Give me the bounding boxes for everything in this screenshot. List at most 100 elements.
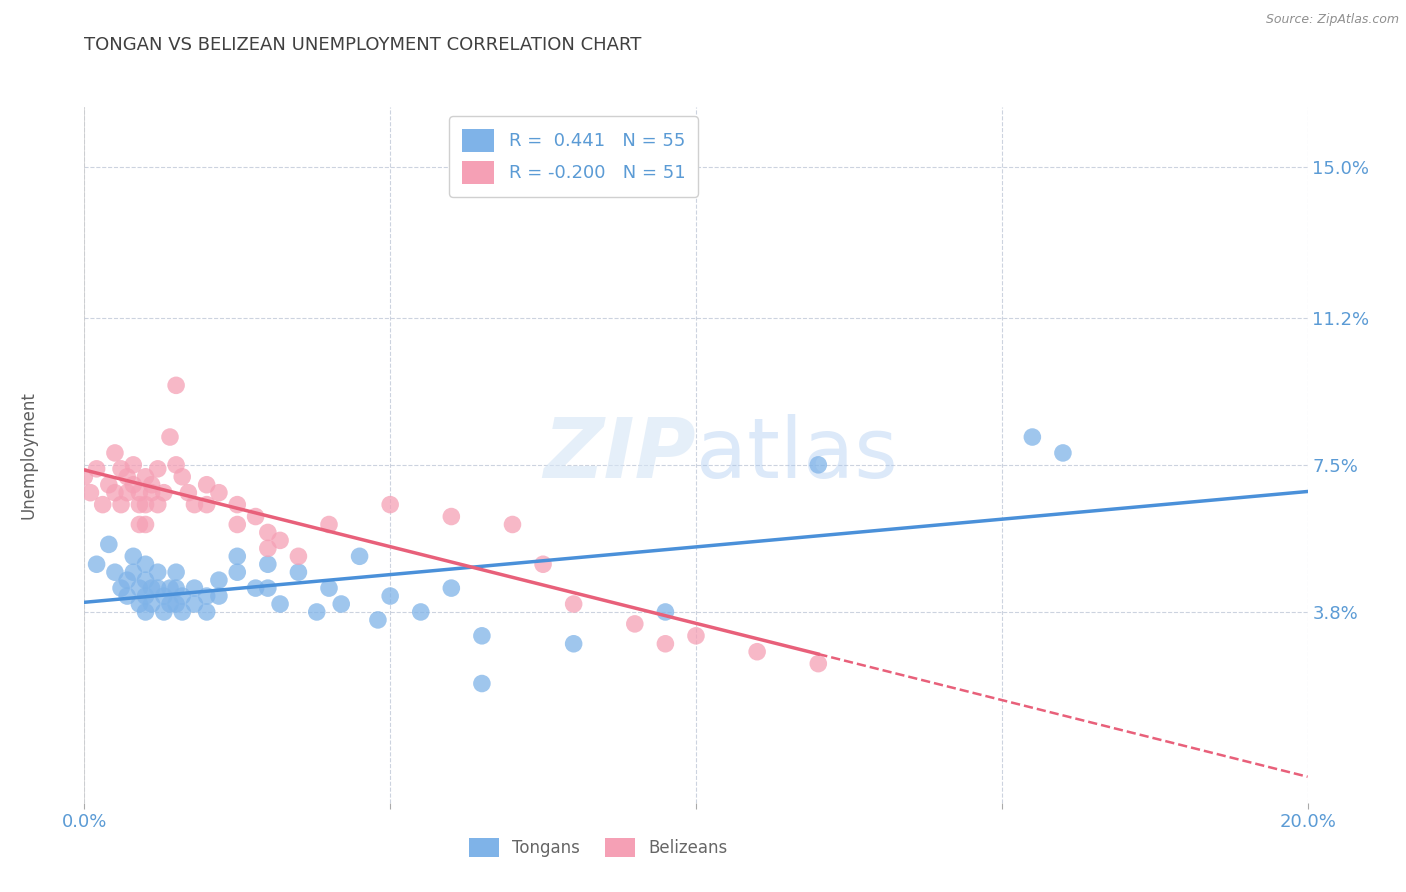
Point	[110, 462, 132, 476]
Point	[135, 517, 157, 532]
Point	[502, 517, 524, 532]
Point	[195, 477, 218, 491]
Point	[177, 485, 200, 500]
Point	[409, 605, 432, 619]
Point	[305, 605, 328, 619]
Point	[380, 498, 402, 512]
Point	[122, 458, 145, 472]
Point	[135, 498, 157, 512]
Point	[104, 565, 127, 579]
Text: TONGAN VS BELIZEAN UNEMPLOYMENT CORRELATION CHART: TONGAN VS BELIZEAN UNEMPLOYMENT CORRELAT…	[84, 36, 641, 54]
Point	[172, 605, 194, 619]
Point	[141, 485, 163, 500]
Point	[122, 477, 145, 491]
Point	[367, 613, 389, 627]
Point	[115, 589, 138, 603]
Point	[562, 637, 585, 651]
Point	[122, 565, 145, 579]
Point	[287, 549, 309, 564]
Point	[135, 605, 157, 619]
Point	[183, 597, 205, 611]
Point	[257, 558, 280, 572]
Point	[226, 565, 249, 579]
Point	[226, 498, 249, 512]
Point	[115, 485, 138, 500]
Point	[269, 597, 291, 611]
Point	[1052, 446, 1074, 460]
Point	[165, 581, 187, 595]
Point	[195, 605, 218, 619]
Point	[86, 462, 108, 476]
Point	[330, 597, 353, 611]
Point	[245, 509, 267, 524]
Point	[208, 573, 231, 587]
Point	[183, 581, 205, 595]
Point	[245, 581, 267, 595]
Y-axis label: Unemployment: Unemployment	[20, 391, 38, 519]
Point	[146, 565, 169, 579]
Point	[91, 498, 114, 512]
Point	[128, 597, 150, 611]
Point	[135, 558, 157, 572]
Point	[115, 470, 138, 484]
Point	[195, 589, 218, 603]
Point	[624, 616, 647, 631]
Point	[747, 645, 769, 659]
Point	[115, 573, 138, 587]
Point	[226, 549, 249, 564]
Point	[654, 637, 676, 651]
Point	[195, 498, 218, 512]
Point	[165, 378, 187, 392]
Point	[122, 549, 145, 564]
Point	[159, 597, 181, 611]
Point	[97, 537, 120, 551]
Point	[110, 498, 132, 512]
Point	[183, 498, 205, 512]
Point	[269, 533, 291, 548]
Text: Source: ZipAtlas.com: Source: ZipAtlas.com	[1265, 13, 1399, 27]
Point	[128, 485, 150, 500]
Point	[141, 597, 163, 611]
Point	[135, 573, 157, 587]
Point	[104, 485, 127, 500]
Point	[172, 470, 194, 484]
Point	[141, 477, 163, 491]
Point	[128, 498, 150, 512]
Point	[318, 581, 340, 595]
Point	[128, 517, 150, 532]
Point	[562, 597, 585, 611]
Point	[86, 558, 108, 572]
Point	[440, 509, 463, 524]
Text: ZIP: ZIP	[543, 415, 696, 495]
Point	[226, 517, 249, 532]
Point	[135, 470, 157, 484]
Point	[807, 657, 830, 671]
Point	[471, 629, 494, 643]
Point	[440, 581, 463, 595]
Point	[159, 581, 181, 595]
Point	[128, 581, 150, 595]
Point	[208, 589, 231, 603]
Point	[165, 458, 187, 472]
Point	[104, 446, 127, 460]
Point	[153, 485, 176, 500]
Point	[135, 589, 157, 603]
Text: atlas: atlas	[696, 415, 897, 495]
Point	[807, 458, 830, 472]
Point	[73, 470, 96, 484]
Point	[318, 517, 340, 532]
Point	[79, 485, 101, 500]
Point	[153, 605, 176, 619]
Point	[146, 581, 169, 595]
Point	[1021, 430, 1043, 444]
Point	[257, 525, 280, 540]
Point	[257, 541, 280, 556]
Point	[141, 581, 163, 595]
Point	[471, 676, 494, 690]
Point	[153, 589, 176, 603]
Point	[159, 430, 181, 444]
Legend: Tongans, Belizeans: Tongans, Belizeans	[463, 831, 734, 864]
Point	[208, 485, 231, 500]
Point	[110, 581, 132, 595]
Point	[165, 597, 187, 611]
